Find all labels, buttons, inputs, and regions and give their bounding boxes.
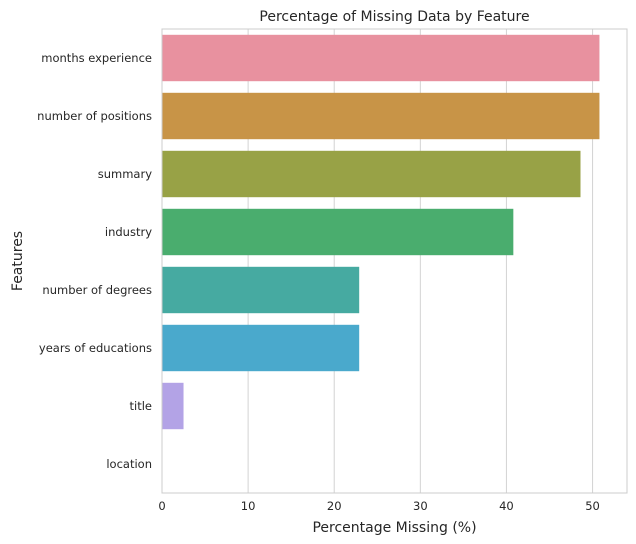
- x-tick-label: 40: [499, 499, 514, 513]
- x-tick-label: 50: [585, 499, 600, 513]
- y-tick-label: months experience: [41, 51, 152, 65]
- x-axis-label: Percentage Missing (%): [312, 520, 476, 536]
- x-tick-label: 20: [327, 499, 342, 513]
- x-tick-label: 30: [413, 499, 428, 513]
- bar-title: [162, 382, 184, 430]
- bar-number-of-positions: [162, 92, 600, 140]
- chart-title: Percentage of Missing Data by Feature: [259, 9, 529, 25]
- y-tick-label: number of positions: [37, 109, 152, 123]
- y-tick-label: industry: [105, 225, 152, 239]
- y-tick-label: number of degrees: [42, 283, 152, 297]
- x-tick-label: 0: [158, 499, 165, 513]
- bar-months-experience: [162, 34, 600, 82]
- x-tick-label: 10: [241, 499, 256, 513]
- bars: [162, 34, 600, 430]
- y-tick-label: location: [106, 457, 152, 471]
- y-axis-label: Features: [10, 231, 26, 291]
- bar-number-of-degrees: [162, 266, 360, 314]
- y-tick-label: summary: [98, 167, 152, 181]
- y-tick-label: title: [130, 399, 152, 413]
- bar-summary: [162, 150, 581, 198]
- y-tick-label: years of educations: [39, 341, 152, 355]
- bar-industry: [162, 208, 514, 256]
- x-tick-labels: 0 10 20 30 40 50: [158, 499, 600, 513]
- plot-frame: [161, 28, 628, 494]
- y-tick-labels: months experience number of positions summ…: [37, 51, 152, 471]
- bar-years-of-educations: [162, 324, 360, 372]
